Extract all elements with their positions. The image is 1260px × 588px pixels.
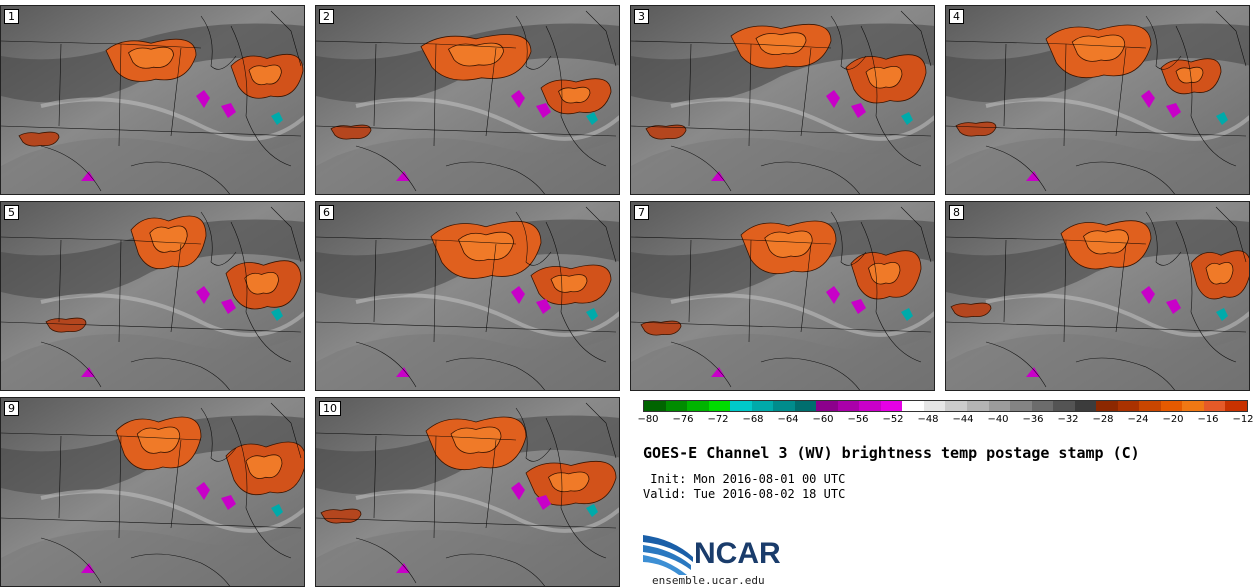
water-vapor-map: [1, 202, 304, 390]
panel-9: 9: [0, 397, 305, 587]
panel-number: 6: [319, 205, 334, 220]
colorbar-tick-label: −48: [917, 414, 939, 425]
water-vapor-map: [1, 398, 304, 586]
panel-number: 1: [4, 9, 19, 24]
panel-5: 5: [0, 201, 305, 391]
colorbar-tick-label: −68: [742, 414, 764, 425]
colorbar-tick-label: −44: [952, 414, 974, 425]
panel-number: 9: [4, 401, 19, 416]
water-vapor-map: [946, 6, 1249, 194]
water-vapor-map: [316, 202, 619, 390]
colorbar-segment: [1139, 401, 1161, 411]
colorbar-tick-label: −24: [1127, 414, 1149, 425]
colorbar-segment: [837, 401, 860, 411]
panel-2: 2: [315, 5, 620, 195]
colorbar-tick-label: −72: [707, 414, 729, 425]
plot-title: GOES-E Channel 3 (WV) brightness temp po…: [643, 444, 1140, 462]
colorbar-tick-label: −76: [672, 414, 694, 425]
colorbar-segment: [1053, 401, 1075, 411]
colorbar-segment: [988, 401, 1011, 411]
colorbar-segment: [966, 401, 989, 411]
panel-3: 3: [630, 5, 935, 195]
panel-6: 6: [315, 201, 620, 391]
colorbar-tick-label: −80: [637, 414, 659, 425]
colorbar-segment: [1074, 401, 1097, 411]
colorbar-tick-label: −60: [812, 414, 834, 425]
ncar-swoosh-icon: [643, 535, 693, 575]
water-vapor-map: [946, 202, 1249, 390]
colorbar-segment: [902, 401, 924, 411]
colorbar-tick-label: −64: [777, 414, 799, 425]
colorbar-segment: [1225, 401, 1247, 411]
colorbar-segment: [880, 401, 903, 411]
colorbar-segment: [1160, 401, 1183, 411]
colorbar-segment: [1031, 401, 1054, 411]
water-vapor-map: [631, 6, 934, 194]
colorbar-segment: [687, 401, 709, 411]
panel-number: 10: [319, 401, 341, 416]
panel-number: 7: [634, 205, 649, 220]
panel-number: 5: [4, 205, 19, 220]
panel-number: 8: [949, 205, 964, 220]
colorbar-segment: [773, 401, 795, 411]
colorbar-tick-label: −28: [1092, 414, 1114, 425]
panel-number: 3: [634, 9, 649, 24]
init-time: Init: Mon 2016-08-01 00 UTC: [643, 472, 846, 486]
panel-4: 4: [945, 5, 1250, 195]
colorbar-tick-label: −32: [1057, 414, 1079, 425]
panel-10: 10: [315, 397, 620, 587]
panel-1: 1: [0, 5, 305, 195]
colorbar-segment: [816, 401, 838, 411]
colorbar-tick-label: −52: [882, 414, 904, 425]
colorbar-segment: [1010, 401, 1032, 411]
colorbar-segment: [1182, 401, 1204, 411]
colorbar-segment: [945, 401, 967, 411]
ncar-logo: NCAR: [643, 531, 843, 576]
colorbar-segment: [794, 401, 817, 411]
panel-number: 2: [319, 9, 334, 24]
colorbar: [643, 400, 1248, 412]
colorbar-segment: [1117, 401, 1140, 411]
colorbar-segment: [1203, 401, 1226, 411]
valid-time: Valid: Tue 2016-08-02 18 UTC: [643, 487, 846, 501]
colorbar-tick-label: −36: [1022, 414, 1044, 425]
colorbar-segment: [708, 401, 731, 411]
colorbar-tick-label: −12: [1232, 414, 1254, 425]
site-url: ensemble.ucar.edu: [652, 574, 765, 587]
water-vapor-map: [316, 6, 619, 194]
colorbar-segment: [859, 401, 881, 411]
colorbar-tick-label: −20: [1162, 414, 1184, 425]
ncar-logo-text: NCAR: [694, 537, 781, 570]
colorbar-tick-labels: −80 −76 −72 −68 −64 −60 −56 −52 −48 −44 −40 −36 −32 −…: [637, 414, 1253, 428]
colorbar-segment: [751, 401, 774, 411]
colorbar-segment: [923, 401, 946, 411]
water-vapor-map: [631, 202, 934, 390]
colorbar-segment: [1096, 401, 1118, 411]
panel-7: 7: [630, 201, 935, 391]
colorbar-segment: [665, 401, 688, 411]
colorbar-tick-label: −40: [987, 414, 1009, 425]
panel-number: 4: [949, 9, 964, 24]
panel-8: 8: [945, 201, 1250, 391]
water-vapor-map: [1, 6, 304, 194]
colorbar-segment: [644, 401, 666, 411]
colorbar-tick-label: −16: [1197, 414, 1219, 425]
colorbar-tick-label: −56: [847, 414, 869, 425]
colorbar-segment: [730, 401, 752, 411]
water-vapor-map: [316, 398, 619, 586]
